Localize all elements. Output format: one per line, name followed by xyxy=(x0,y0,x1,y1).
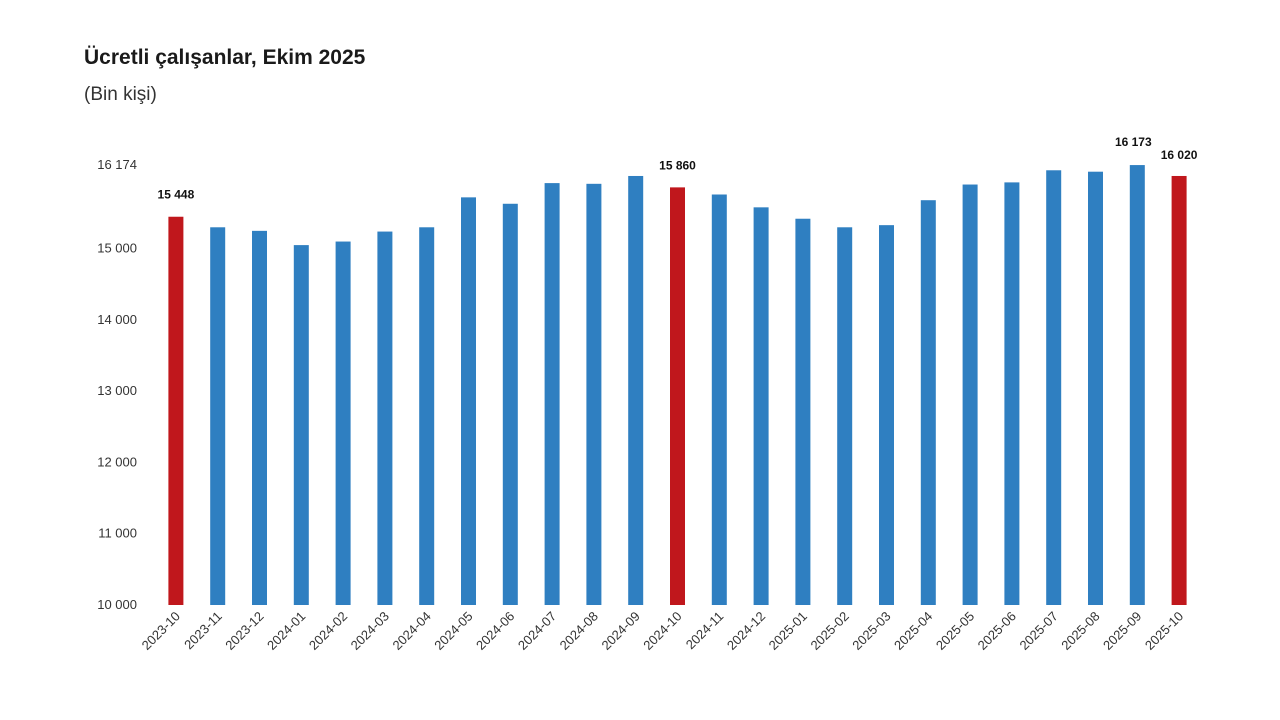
x-axis: 2023-102023-112023-122024-012024-022024-… xyxy=(139,609,1187,653)
bar xyxy=(1088,171,1103,605)
bar xyxy=(419,227,435,606)
y-tick-label: 10 000 xyxy=(97,597,137,612)
bar xyxy=(210,227,226,606)
x-tick-label: 2024-09 xyxy=(598,609,642,653)
x-tick-label: 2024-03 xyxy=(348,609,392,653)
x-tick-label: 2024-04 xyxy=(389,609,433,653)
data-label: 15 860 xyxy=(659,158,696,172)
bar xyxy=(670,187,685,605)
x-tick-label: 2024-10 xyxy=(640,609,684,653)
x-tick-label: 2025-07 xyxy=(1016,609,1060,653)
bar xyxy=(795,218,811,605)
x-tick-label: 2023-10 xyxy=(139,609,183,653)
bar xyxy=(377,231,393,606)
x-tick-label: 2023-11 xyxy=(181,609,225,653)
bar xyxy=(252,230,267,605)
x-tick-label: 2024-01 xyxy=(264,609,308,653)
y-tick-label: 16 174 xyxy=(97,157,137,172)
chart-title: Ücretli çalışanlar, Ekim 2025 xyxy=(84,46,366,69)
y-tick-label: 13 000 xyxy=(97,383,137,398)
x-tick-label: 2025-10 xyxy=(1142,609,1186,653)
x-tick-label: 2025-06 xyxy=(975,609,1019,653)
bar xyxy=(879,225,894,605)
bar xyxy=(293,245,309,606)
bar xyxy=(461,197,476,605)
chart-subtitle: (Bin kişi) xyxy=(84,84,157,105)
bar xyxy=(168,216,184,605)
x-tick-label: 2025-05 xyxy=(933,609,977,653)
data-label: 16 020 xyxy=(1161,148,1198,162)
x-tick-label: 2025-08 xyxy=(1058,609,1102,653)
x-tick-label: 2023-12 xyxy=(222,609,266,653)
y-tick-label: 11 000 xyxy=(98,526,137,541)
bar xyxy=(1171,175,1187,606)
bar xyxy=(1129,165,1145,605)
data-labels: 15 448 15 860 16 173 16 020 xyxy=(158,135,1198,202)
bar xyxy=(1004,182,1020,606)
bar xyxy=(335,241,351,605)
bar xyxy=(586,183,602,605)
x-tick-label: 2024-08 xyxy=(557,609,601,653)
x-tick-label: 2025-09 xyxy=(1100,609,1144,653)
bars xyxy=(168,165,1187,606)
x-tick-label: 2025-03 xyxy=(849,609,893,653)
y-tick-label: 14 000 xyxy=(97,312,137,327)
bar xyxy=(544,183,560,605)
data-label: 16 173 xyxy=(1115,135,1152,149)
x-tick-label: 2024-07 xyxy=(515,609,559,653)
bar xyxy=(753,207,769,605)
y-tick-label: 15 000 xyxy=(97,241,137,256)
y-tick-label: 12 000 xyxy=(97,454,137,469)
bar xyxy=(962,184,978,606)
x-tick-label: 2024-05 xyxy=(431,609,475,653)
x-tick-label: 2025-01 xyxy=(766,609,810,653)
x-tick-label: 2024-12 xyxy=(724,609,768,653)
x-tick-label: 2024-11 xyxy=(683,609,727,653)
x-tick-label: 2025-02 xyxy=(807,609,851,653)
x-tick-label: 2024-06 xyxy=(473,609,517,653)
bar xyxy=(628,175,644,606)
bar xyxy=(837,227,853,606)
bar xyxy=(1046,170,1062,605)
bar xyxy=(711,194,727,605)
bar xyxy=(502,203,518,605)
x-tick-label: 2024-02 xyxy=(306,609,350,653)
y-axis: 10 000 11 000 12 000 13 000 14 000 15 000 16 1… xyxy=(97,157,137,612)
bar xyxy=(920,200,936,606)
x-tick-label: 2025-04 xyxy=(891,609,935,653)
data-label: 15 448 xyxy=(158,188,195,202)
